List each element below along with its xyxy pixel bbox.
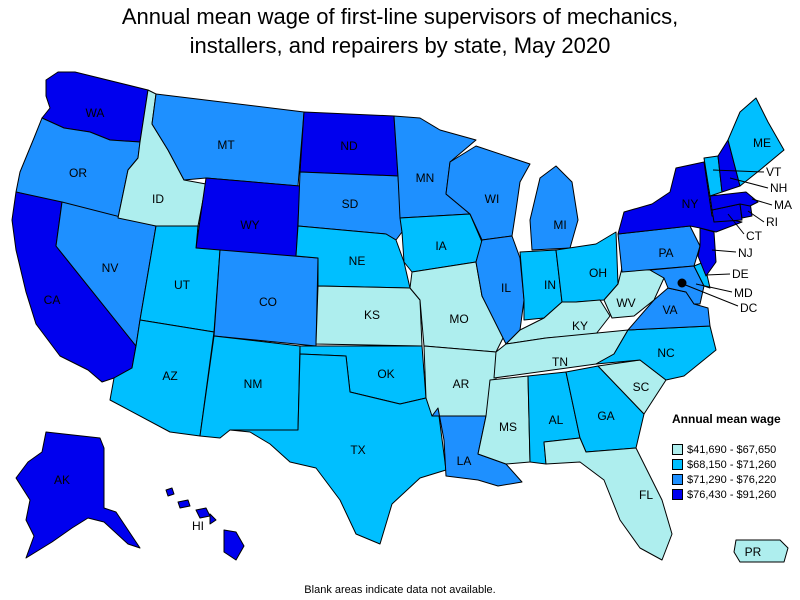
- leader-md: [695, 283, 733, 293]
- label-pr: PR: [745, 545, 762, 559]
- label-ca: CA: [44, 293, 61, 307]
- label-vt: VT: [766, 165, 782, 179]
- label-de: DE: [732, 267, 749, 281]
- state-ny[interactable]: [617, 161, 743, 235]
- label-ky: KY: [572, 319, 588, 333]
- legend-row: $68,150 - $71,260: [672, 457, 800, 472]
- label-or: OR: [69, 166, 87, 180]
- state-fl[interactable]: [543, 437, 673, 561]
- label-oh: OH: [589, 266, 607, 280]
- label-ks: KS: [364, 308, 380, 322]
- label-ms: MS: [499, 420, 517, 434]
- state-dc[interactable]: [677, 278, 687, 288]
- label-mt: MT: [217, 138, 235, 152]
- label-ut: UT: [174, 278, 191, 292]
- label-ma: MA: [774, 198, 792, 212]
- label-me: ME: [753, 136, 771, 150]
- label-mi: MI: [553, 218, 566, 232]
- label-wa: WA: [86, 106, 105, 120]
- label-nd: ND: [340, 139, 358, 153]
- leader-vt: [712, 169, 765, 173]
- label-az: AZ: [162, 369, 177, 383]
- label-il: IL: [501, 281, 511, 295]
- legend-swatch: [672, 444, 683, 455]
- label-wi: WI: [485, 192, 500, 206]
- label-id: ID: [152, 192, 164, 206]
- state-tx[interactable]: [229, 353, 447, 545]
- label-al: AL: [549, 413, 564, 427]
- label-ar: AR: [453, 377, 470, 391]
- label-mn: MN: [416, 171, 435, 185]
- label-ny: NY: [682, 197, 699, 211]
- label-hi: HI: [192, 519, 204, 533]
- leader-nj: [711, 249, 737, 253]
- state-ma[interactable]: [709, 191, 759, 211]
- label-dc: DC: [740, 301, 758, 315]
- legend-row: $41,690 - $67,650: [672, 442, 800, 457]
- label-tx: TX: [350, 443, 365, 457]
- legend-label: $71,290 - $76,220: [687, 473, 777, 486]
- label-in: IN: [544, 278, 556, 292]
- leader-ma: [751, 198, 773, 206]
- state-hi[interactable]: [165, 487, 245, 561]
- leader-dc: [682, 283, 739, 307]
- label-ak: AK: [54, 473, 70, 487]
- label-wy: WY: [240, 218, 259, 232]
- state-nc[interactable]: [595, 325, 717, 381]
- legend-swatch: [672, 489, 683, 500]
- label-nc: NC: [657, 346, 675, 360]
- label-ct: CT: [746, 229, 763, 243]
- label-va: VA: [662, 303, 677, 317]
- map-title-line1: Annual mean wage of first-line superviso…: [121, 4, 679, 29]
- legend-label: $41,690 - $67,650: [687, 443, 777, 456]
- label-wv: WV: [616, 296, 635, 310]
- label-tn: TN: [552, 355, 568, 369]
- label-nj: NJ: [738, 246, 753, 260]
- label-ne: NE: [349, 254, 366, 268]
- label-co: CO: [259, 295, 277, 309]
- label-fl: FL: [639, 488, 653, 502]
- label-ia: IA: [435, 239, 446, 253]
- label-mo: MO: [449, 312, 468, 326]
- legend-label: $76,430 - $91,260: [687, 488, 777, 501]
- state-wi[interactable]: [445, 145, 531, 241]
- label-pa: PA: [658, 246, 673, 260]
- label-nm: NM: [244, 377, 263, 391]
- map-title-line2: installers, and repairers by state, May …: [189, 33, 611, 58]
- label-ok: OK: [377, 367, 394, 381]
- state-ks[interactable]: [315, 285, 423, 347]
- label-la: LA: [457, 454, 472, 468]
- leader-ct: [727, 213, 745, 235]
- leader-nh: [729, 177, 769, 189]
- state-mi[interactable]: [529, 165, 579, 251]
- legend-row: $76,430 - $91,260: [672, 487, 800, 502]
- legend-swatch: [672, 459, 683, 470]
- leader-de: [705, 273, 731, 276]
- label-ga: GA: [597, 409, 614, 423]
- label-ri: RI: [766, 215, 778, 229]
- label-nv: NV: [102, 261, 119, 275]
- map-title: Annual mean wage of first-line superviso…: [0, 2, 800, 60]
- legend: Annual mean wage $41,690 - $67,650 $68,1…: [672, 412, 800, 502]
- label-md: MD: [734, 286, 753, 300]
- state-ak[interactable]: [15, 431, 141, 559]
- legend-title: Annual mean wage: [672, 412, 781, 426]
- label-sd: SD: [342, 197, 359, 211]
- state-me[interactable]: [727, 97, 785, 187]
- footnote: Blank areas indicate data not available.: [304, 584, 496, 596]
- state-pr[interactable]: [733, 539, 789, 563]
- label-sc: SC: [633, 380, 650, 394]
- legend-label: $68,150 - $71,260: [687, 458, 777, 471]
- label-nh: NH: [770, 181, 787, 195]
- state-labels: WA OR CA NV ID MT WY UT AZ CO NM ND SD N…: [44, 106, 792, 559]
- leader-ri: [747, 210, 765, 223]
- legend-swatch: [672, 474, 683, 485]
- legend-row: $71,290 - $76,220: [672, 472, 800, 487]
